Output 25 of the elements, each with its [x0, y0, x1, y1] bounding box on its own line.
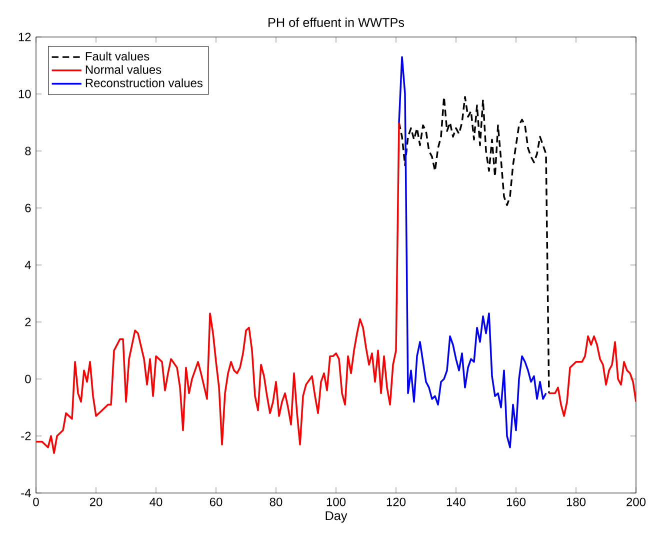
- x-tick-label: 60: [210, 498, 222, 506]
- x-tick-label: 80: [270, 498, 282, 506]
- legend-label: Fault values: [86, 52, 150, 61]
- x-tick-label: 180: [566, 498, 586, 506]
- y-tick-label: 2: [25, 318, 31, 326]
- x-tick-label: 40: [150, 498, 162, 506]
- x-tick-label: 200: [626, 498, 646, 506]
- y-tick-label: 4: [24, 260, 31, 270]
- x-tick-label: 160: [506, 498, 526, 506]
- y-tick-label: 10: [18, 90, 31, 98]
- legend-label: Reconstruction values: [86, 78, 203, 88]
- x-tick-label: 120: [386, 498, 406, 506]
- x-tick-label: 100: [326, 498, 346, 506]
- y-tick-label: 0: [25, 374, 31, 384]
- y-tick-label: -4: [21, 488, 31, 498]
- y-tick-label: 6: [25, 204, 31, 212]
- y-tick-label: -2: [21, 432, 31, 440]
- x-axis-title: Day: [326, 511, 348, 523]
- chart-title: PH of effuent in WWTPs: [268, 18, 404, 27]
- x-tick-label: 20: [90, 498, 102, 506]
- x-tick-label: 0: [33, 498, 39, 506]
- y-tick-label: 8: [25, 146, 31, 156]
- x-tick-label: 140: [446, 498, 466, 506]
- legend-label: Normal values: [86, 65, 162, 74]
- y-tick-label: 12: [18, 32, 31, 42]
